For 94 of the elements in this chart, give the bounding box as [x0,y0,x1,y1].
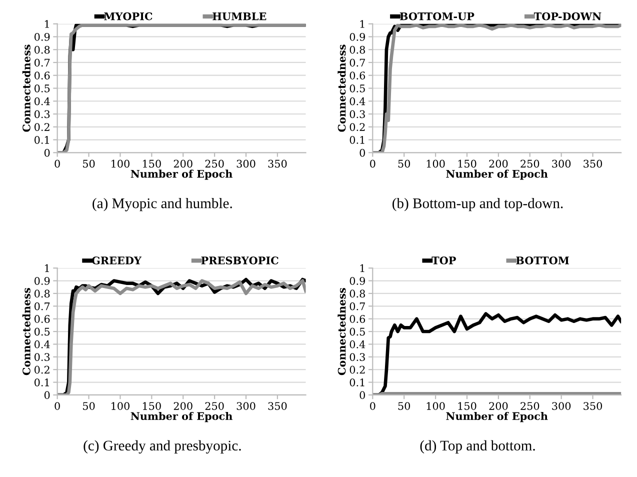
y-tick-label: 0.8 [350,290,365,298]
y-tick-label: 0.7 [34,302,50,310]
y-tick-label: 0.3 [350,353,365,361]
text: (c) Greedy and presbyopic. [84,440,241,454]
y-tick-label: 0.2 [34,123,50,131]
x-tick-label: 300 [552,402,571,410]
y-tick-label: 0.3 [34,110,50,118]
y-tick-label: 0.2 [34,366,50,374]
x-axis-title: Number of Epoch [446,412,548,422]
x-tick-label: 150 [458,402,476,410]
legend-label: GREEDY [92,256,142,264]
x-tick-label: 150 [143,160,161,168]
y-tick-label: 0.4 [34,97,50,106]
y-axis-title: Connectedness [338,44,346,132]
y-tick-label: 0.6 [34,315,50,323]
y-tick-label: 0.7 [34,58,50,67]
y-tick-label: 0.5 [34,328,50,336]
y-tick-label: 0.6 [350,72,366,80]
y-tick-label: 0.8 [350,46,365,54]
y-tick-label: 0.9 [34,276,50,285]
y-tick-label: 0.1 [350,136,364,144]
y-tick-label: 1 [360,264,364,272]
x-tick-label: 250 [205,160,224,168]
legend-label: PRESBYOPIC [201,256,278,264]
x-tick-label: 50 [83,160,95,168]
x-axis-title: Number of Epoch [130,412,232,422]
y-tick-label: 0.5 [350,84,365,92]
x-tick-label: 300 [552,160,571,168]
x-tick-label: 0 [54,402,60,410]
y-tick-label: 0 [44,391,50,400]
y-tick-label: 0.9 [350,32,365,41]
text: (b) Bottom-up and top-down. [392,198,563,212]
y-tick-label: 0.9 [350,276,365,285]
y-tick-label: 0.4 [34,340,50,348]
y-tick-label: 1 [360,20,364,28]
x-tick-label: 200 [174,160,192,168]
y-axis-title: Connectedness [22,288,30,376]
x-axis-title: Number of Epoch [446,170,548,180]
x-tick-label: 50 [398,402,410,410]
x-tick-label: 150 [458,160,476,168]
legend-label: BOTTOM [516,256,569,264]
y-tick-label: 0 [360,148,366,157]
y-axis-title: Connectedness [22,44,30,132]
y-tick-label: 0.4 [350,340,366,348]
x-tick-label: 50 [83,402,95,410]
x-tick-label: 100 [112,160,130,168]
x-axis-title: Number of Epoch [130,170,232,180]
legend-label: HUMBLE [212,12,266,20]
y-tick-label: 0.6 [34,72,50,80]
y-tick-label: 0.5 [350,328,365,336]
y-tick-label: 0.3 [34,353,50,361]
x-tick-label: 100 [426,402,445,410]
y-tick-label: 0 [44,148,50,157]
x-tick-label: 250 [520,160,540,168]
x-tick-label: 100 [426,160,445,168]
y-tick-label: 0.1 [350,378,364,386]
x-tick-label: 200 [489,160,508,168]
y-tick-label: 1 [45,20,49,28]
x-tick-label: 200 [489,402,508,410]
x-tick-label: 0 [370,160,376,168]
x-tick-label: 150 [143,402,161,410]
y-tick-label: 0.2 [350,366,365,374]
y-axis-title: Connectedness [338,288,346,376]
y-tick-label: 0.6 [350,315,366,323]
y-tick-label: 0.8 [34,290,50,298]
y-tick-label: 0.7 [350,58,365,67]
y-tick-label: 0.2 [350,123,365,131]
y-tick-label: 0.7 [350,302,365,310]
text: (d) Top and bottom. [420,440,535,454]
y-tick-label: 0.5 [34,84,50,92]
x-tick-label: 350 [268,402,287,410]
y-tick-label: 0.4 [350,97,366,106]
x-tick-label: 350 [584,402,602,410]
y-tick-label: 1 [45,264,49,272]
y-tick-label: 0.1 [34,378,49,386]
x-tick-label: 300 [236,160,256,168]
x-tick-label: 0 [54,160,60,168]
x-tick-label: 100 [112,402,130,410]
x-tick-label: 250 [205,402,224,410]
y-tick-label: 0.3 [350,110,365,118]
y-tick-label: 0.9 [34,32,50,41]
x-tick-label: 0 [370,402,376,410]
y-tick-label: 0 [360,391,366,400]
legend-label: TOP [432,256,456,264]
y-tick-label: 0.1 [34,136,49,144]
x-tick-label: 350 [268,160,287,168]
x-tick-label: 250 [520,402,540,410]
x-tick-label: 200 [174,402,192,410]
x-tick-label: 350 [584,160,602,168]
text: (a) Myopic and humble. [92,198,232,212]
legend-label: TOP-DOWN [534,12,602,20]
x-tick-label: 50 [398,160,410,168]
y-tick-label: 0.8 [34,46,50,54]
x-tick-label: 300 [236,402,256,410]
